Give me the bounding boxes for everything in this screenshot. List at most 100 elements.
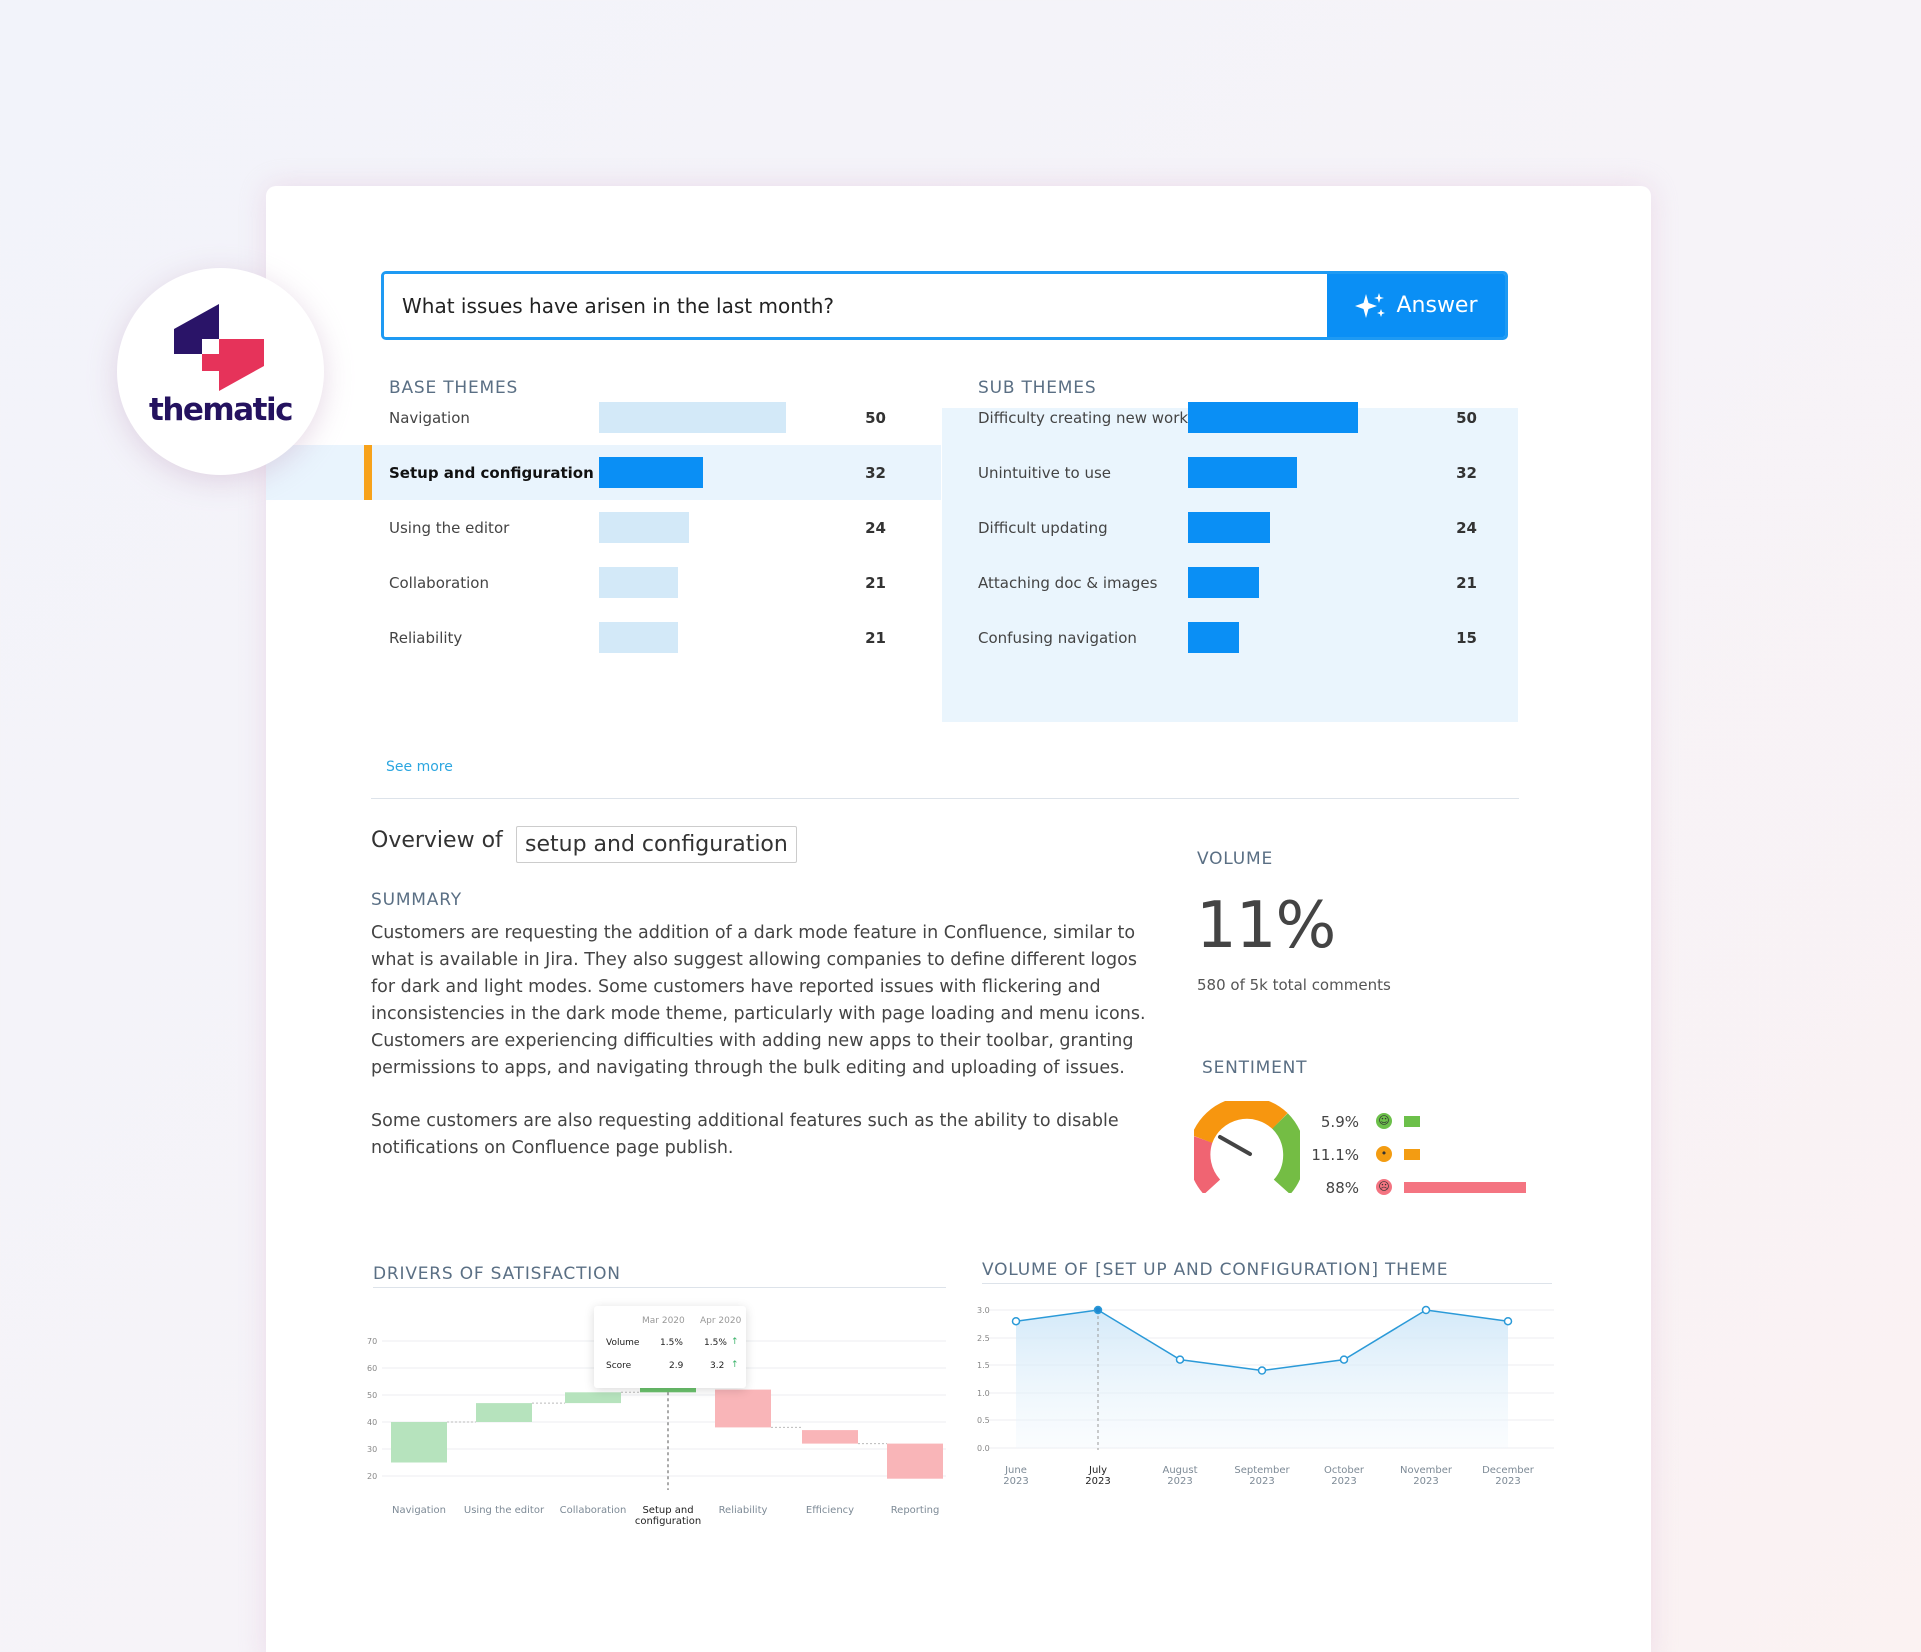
- sentiment-title: SENTIMENT: [1202, 1058, 1308, 1078]
- x-category-label: Reliability: [719, 1505, 768, 1516]
- base-theme-row[interactable]: Setup and configuration 32: [266, 445, 941, 500]
- x-tick-label: 2023: [1249, 1476, 1274, 1487]
- x-tick-label: 2023: [1495, 1476, 1520, 1487]
- base-themes-title: BASE THEMES: [389, 378, 519, 398]
- base-theme-row[interactable]: Collaboration 21: [266, 555, 941, 610]
- y-tick-label: 70: [367, 1337, 377, 1346]
- waterfall-bar[interactable]: [476, 1403, 532, 1422]
- tooltip-row-value: 2.9: [669, 1361, 684, 1371]
- sub-theme-row[interactable]: Difficulty creating new work 50: [942, 390, 1518, 445]
- data-point[interactable]: [1421, 1305, 1431, 1315]
- search-input[interactable]: [384, 274, 1332, 337]
- base-theme-bar: [599, 622, 678, 653]
- x-tick-label: June: [1004, 1465, 1027, 1476]
- base-theme-row[interactable]: Reliability 21: [266, 610, 941, 665]
- y-tick-label: 60: [367, 1364, 377, 1373]
- waterfall-bar[interactable]: [887, 1443, 943, 1479]
- data-point[interactable]: [1257, 1366, 1267, 1375]
- base-theme-bar: [599, 567, 678, 598]
- sub-theme-label: Unintuitive to use: [978, 463, 1112, 482]
- base-theme-label: Using the editor: [389, 518, 510, 537]
- volume-title: VOLUME: [1197, 849, 1273, 869]
- happy-face-icon: ☺: [1376, 1113, 1392, 1129]
- x-tick-label: 2023: [1413, 1476, 1438, 1487]
- x-category-label: Setup and: [642, 1505, 693, 1516]
- dashboard-card: Answer BASE THEMES Navigation 50 Setup and…: [266, 186, 1651, 1652]
- sentiment-bar: [1404, 1182, 1526, 1193]
- y-tick-label: 1.5: [977, 1361, 990, 1370]
- base-theme-label: Setup and configuration: [389, 463, 594, 482]
- sub-theme-row[interactable]: Difficult updating 24: [942, 500, 1518, 555]
- x-category-label: Collaboration: [560, 1505, 627, 1516]
- x-tick-label: November: [1400, 1465, 1453, 1476]
- base-theme-bar: [599, 512, 689, 543]
- base-theme-count: 24: [865, 518, 886, 537]
- drivers-divider: [373, 1287, 946, 1288]
- data-point[interactable]: [1503, 1316, 1513, 1326]
- y-tick-label: 20: [367, 1472, 377, 1481]
- tooltip-row-value: 1.5%: [660, 1338, 683, 1348]
- x-tick-label: July: [1088, 1465, 1107, 1476]
- sub-theme-count: 21: [1456, 573, 1477, 592]
- sub-theme-count: 24: [1456, 518, 1477, 537]
- x-tick-label: 2023: [1331, 1476, 1356, 1487]
- data-point[interactable]: [1011, 1316, 1021, 1326]
- base-theme-count: 21: [865, 573, 886, 592]
- x-category-label: configuration: [635, 1516, 701, 1527]
- sub-theme-label: Attaching doc & images: [978, 573, 1158, 592]
- drivers-tooltip: Mar 2020 Apr 2020 Volume 1.5% 1.5% ↑ Sco…: [594, 1306, 746, 1388]
- thematic-logo-mark: [174, 304, 264, 391]
- sub-theme-label: Confusing navigation: [978, 628, 1137, 647]
- sub-theme-count: 15: [1456, 628, 1477, 647]
- thematic-logo: thematic: [117, 268, 324, 475]
- base-theme-count: 50: [865, 408, 886, 427]
- tooltip-col-1: Mar 2020: [642, 1316, 685, 1326]
- base-theme-row[interactable]: Using the editor 24: [266, 500, 941, 555]
- sentiment-bar: [1404, 1149, 1420, 1160]
- sub-theme-row[interactable]: Confusing navigation 15: [942, 610, 1518, 665]
- data-point[interactable]: [1175, 1355, 1185, 1364]
- waterfall-bar[interactable]: [715, 1389, 771, 1428]
- overview-prefix: Overview of: [371, 828, 503, 853]
- drivers-title: DRIVERS OF SATISFACTION: [373, 1264, 621, 1284]
- waterfall-bar[interactable]: [802, 1430, 858, 1444]
- volume-caption: 580 of 5k total comments: [1197, 976, 1391, 994]
- sub-theme-label: Difficulty creating new work: [978, 408, 1189, 427]
- sentiment-percent: 11.1%: [1311, 1146, 1359, 1164]
- sentiment-percent: 88%: [1325, 1179, 1359, 1197]
- area-fill: [1016, 1310, 1508, 1448]
- base-theme-row[interactable]: Navigation 50: [266, 390, 941, 445]
- y-tick-label: 50: [367, 1391, 377, 1400]
- arrow-up-icon: ↑: [731, 1337, 739, 1347]
- trend-divider: [982, 1283, 1552, 1284]
- base-theme-bar: [599, 457, 703, 488]
- neutral-face-icon: •: [1376, 1146, 1392, 1162]
- answer-button-label: Answer: [1396, 293, 1478, 318]
- sub-theme-row[interactable]: Attaching doc & images 21: [942, 555, 1518, 610]
- brand-name: thematic: [149, 392, 293, 428]
- arrow-up-icon: ↑: [731, 1360, 739, 1370]
- y-tick-label: 30: [367, 1445, 377, 1454]
- overview-theme-tag[interactable]: setup and configuration: [516, 826, 797, 863]
- data-point[interactable]: [1339, 1355, 1349, 1364]
- base-theme-count: 21: [865, 628, 886, 647]
- summary-paragraph-2: Some customers are also requesting addit…: [371, 1111, 1119, 1158]
- sub-theme-row[interactable]: Unintuitive to use 32: [942, 445, 1518, 500]
- x-tick-label: August: [1163, 1465, 1198, 1476]
- summary-paragraph-1: Customers are requesting the addition of…: [371, 923, 1146, 1078]
- data-point[interactable]: [1093, 1305, 1103, 1315]
- waterfall-bar[interactable]: [565, 1392, 621, 1404]
- x-tick-label: 2023: [1167, 1476, 1192, 1487]
- sub-theme-bar: [1188, 512, 1270, 543]
- tooltip-row-value: 1.5%: [704, 1338, 727, 1348]
- see-more-link[interactable]: See more: [386, 759, 453, 775]
- sub-theme-count: 32: [1456, 463, 1477, 482]
- sub-theme-bar: [1188, 402, 1358, 433]
- y-tick-label: 1.0: [977, 1389, 990, 1398]
- summary-title: SUMMARY: [371, 890, 462, 910]
- y-tick-label: 40: [367, 1418, 377, 1427]
- x-tick-label: September: [1234, 1465, 1290, 1476]
- waterfall-bar[interactable]: [391, 1422, 447, 1463]
- sub-theme-bar: [1188, 567, 1259, 598]
- answer-button[interactable]: Answer: [1327, 274, 1505, 337]
